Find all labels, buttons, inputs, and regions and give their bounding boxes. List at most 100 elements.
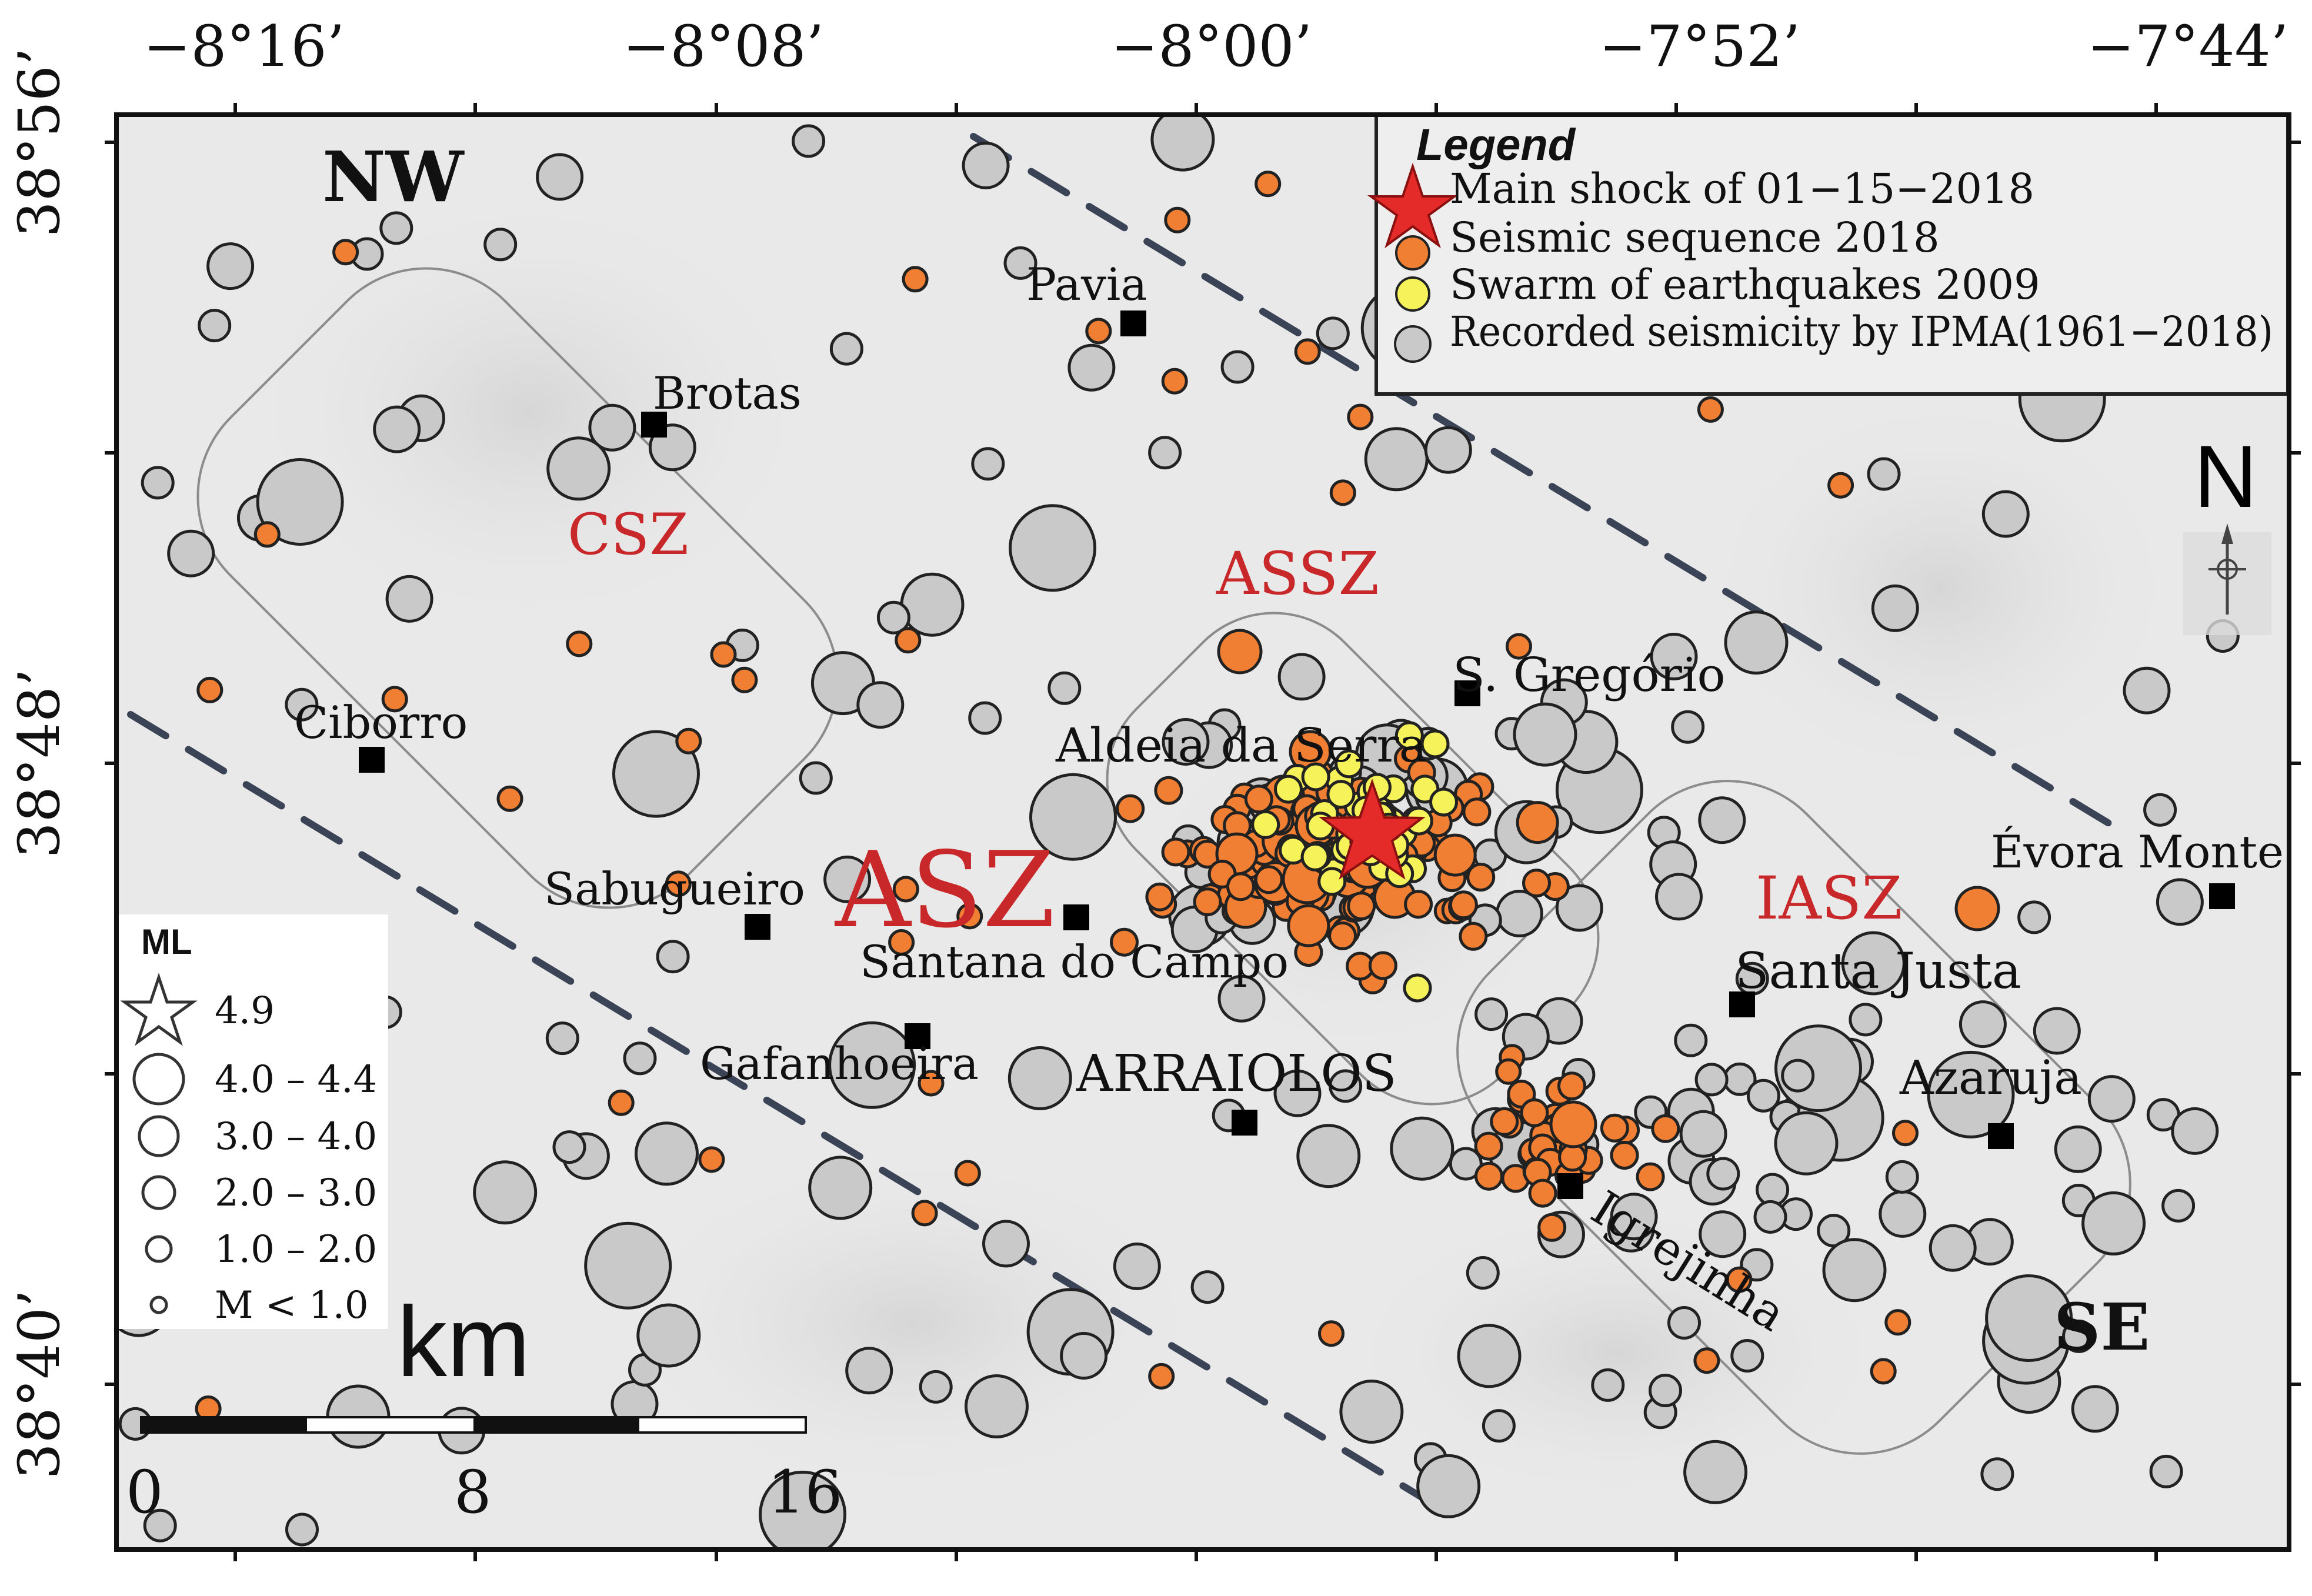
event-marker bbox=[1067, 343, 1116, 392]
event-marker bbox=[1980, 1457, 2014, 1491]
event-marker bbox=[1273, 1069, 1322, 1117]
event-marker bbox=[612, 730, 700, 818]
event-marker bbox=[1698, 796, 1746, 844]
event-marker bbox=[141, 466, 175, 500]
event-marker bbox=[1841, 931, 1906, 996]
event-marker bbox=[1466, 1256, 1500, 1290]
event-marker bbox=[1781, 1059, 1815, 1093]
ml-item-4: 2.0 – 3.0 bbox=[215, 1171, 377, 1215]
event-marker bbox=[1879, 1190, 1927, 1238]
event-marker bbox=[1394, 721, 1424, 750]
event-marker bbox=[1060, 1332, 1108, 1380]
event-marker bbox=[1339, 1380, 1404, 1444]
lat-label-3: 38°40’ bbox=[6, 1290, 72, 1480]
event-marker bbox=[1474, 1131, 1503, 1161]
place-brotas: Brotas bbox=[653, 367, 802, 419]
event-marker bbox=[496, 785, 523, 812]
event-marker bbox=[1274, 774, 1303, 804]
event-marker bbox=[2123, 666, 2171, 714]
event-marker bbox=[2062, 1319, 2096, 1353]
event-marker bbox=[971, 447, 1005, 481]
event-marker bbox=[1161, 837, 1190, 867]
event-marker bbox=[698, 1146, 725, 1173]
event-marker bbox=[1726, 1266, 1753, 1293]
event-marker bbox=[1699, 1210, 1747, 1258]
zone-label-csz: CSZ bbox=[568, 502, 689, 567]
event-marker bbox=[1449, 890, 1478, 920]
north-label: N bbox=[2194, 427, 2257, 526]
lon-label-1: −8°16’ bbox=[144, 14, 345, 79]
place-aldeia-da-serra: Aldeia da Serra bbox=[1055, 718, 1427, 773]
event-marker bbox=[1667, 1306, 1701, 1340]
event-marker bbox=[919, 1370, 953, 1404]
event-marker bbox=[731, 666, 758, 693]
scale-bar: km 0 8 16 bbox=[126, 1286, 842, 1527]
event-marker bbox=[1513, 702, 1577, 767]
event-marker bbox=[623, 1041, 657, 1076]
magnitude-legend: ML 4.9 4.0 – 4.4 3.0 – 4.0 2.0 – 3.0 1.0… bbox=[116, 914, 388, 1329]
event-marker bbox=[1674, 1023, 1708, 1057]
event-marker bbox=[1009, 504, 1097, 592]
place-arraiolos: ARRAIOLOS bbox=[1076, 1044, 1397, 1103]
event-marker bbox=[1558, 1143, 1587, 1172]
event-marker bbox=[1254, 865, 1283, 894]
event-marker bbox=[1226, 872, 1255, 901]
event-marker bbox=[256, 458, 344, 546]
event-marker bbox=[1294, 338, 1321, 365]
event-marker bbox=[1671, 710, 1705, 744]
event-marker bbox=[473, 1160, 538, 1225]
event-marker bbox=[2171, 1107, 2219, 1155]
event-marker bbox=[1429, 787, 1458, 817]
event-marker bbox=[1555, 884, 1603, 932]
event-marker bbox=[1328, 921, 1357, 950]
ml-title: ML bbox=[141, 922, 192, 961]
event-marker bbox=[856, 681, 905, 729]
event-marker bbox=[1694, 1063, 1729, 1097]
map-frame bbox=[114, 112, 2291, 1552]
event-marker bbox=[902, 266, 929, 293]
event-marker bbox=[2033, 1007, 2081, 1055]
event-marker bbox=[1683, 1440, 1748, 1504]
event-marker bbox=[1871, 584, 1919, 632]
event-marker bbox=[253, 521, 281, 548]
event-marker bbox=[2143, 793, 2177, 827]
event-marker bbox=[845, 1347, 893, 1395]
event-marker bbox=[2054, 1125, 2102, 1173]
ml-item-6: M < 1.0 bbox=[215, 1284, 369, 1327]
event-marker bbox=[1516, 801, 1559, 844]
event-marker bbox=[1610, 1141, 1639, 1170]
event-marker bbox=[1433, 833, 1477, 877]
event-marker bbox=[1404, 890, 1433, 919]
event-marker bbox=[206, 242, 255, 291]
place-s-gregorio: S. Gregório bbox=[1453, 647, 1726, 702]
event-marker bbox=[1650, 633, 1698, 680]
zone-label-assz: ASSZ bbox=[1216, 539, 1379, 608]
event-marker bbox=[1537, 1213, 1567, 1242]
event-marker bbox=[1474, 997, 1509, 1031]
ml-circle-3 bbox=[141, 1175, 176, 1210]
event-marker bbox=[285, 687, 319, 722]
event-marker bbox=[588, 403, 636, 452]
event-marker bbox=[1416, 1454, 1481, 1518]
event-marker bbox=[1490, 1107, 1519, 1136]
event-marker bbox=[982, 1220, 1030, 1268]
event-marker bbox=[1466, 863, 1496, 892]
event-marker bbox=[1981, 490, 2030, 538]
event-marker bbox=[552, 1130, 586, 1164]
event-marker bbox=[1217, 629, 1263, 675]
event-marker bbox=[1610, 1193, 1658, 1241]
event-marker bbox=[1277, 653, 1326, 701]
legend-seq2018-icon bbox=[1395, 235, 1430, 271]
event-marker bbox=[2087, 1075, 2136, 1123]
event-marker bbox=[1730, 1339, 1764, 1373]
event-marker bbox=[1007, 1046, 1072, 1110]
event-marker bbox=[483, 228, 518, 262]
event-marker bbox=[1959, 1000, 2007, 1049]
event-marker bbox=[1474, 1161, 1503, 1191]
legend-entry-swarm2009: Swarm of earthquakes 2009 bbox=[1450, 261, 2040, 309]
event-marker bbox=[799, 761, 833, 795]
event-marker bbox=[545, 1021, 579, 1056]
event-marker bbox=[1651, 1114, 1680, 1143]
event-marker bbox=[1317, 867, 1347, 896]
